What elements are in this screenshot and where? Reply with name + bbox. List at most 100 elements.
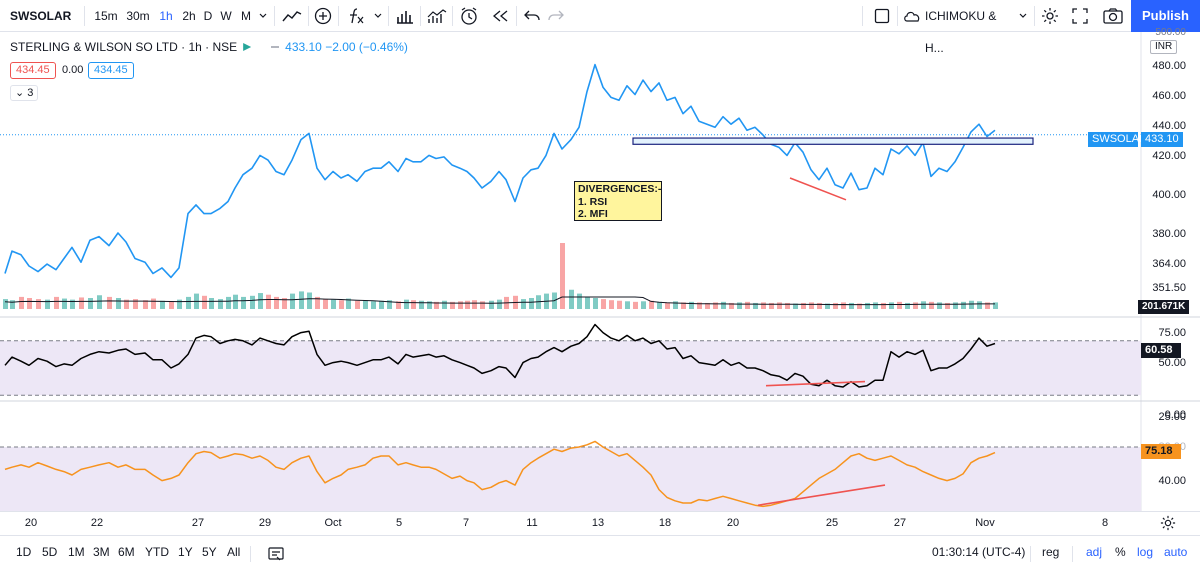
volume-bar — [673, 301, 678, 309]
volume-bar — [62, 298, 67, 309]
layout-name-button[interactable]: ICHIMOKU & H... — [925, 9, 997, 55]
sell-price-button[interactable]: 434.45 — [10, 62, 56, 79]
publish-button[interactable]: Publish — [1131, 0, 1200, 32]
chart-grid — [0, 32, 1200, 511]
chart-canvas[interactable] — [0, 32, 1200, 511]
auto-toggle[interactable]: auto — [1164, 545, 1188, 559]
snapshot-camera-icon[interactable] — [1100, 0, 1126, 32]
log-toggle[interactable]: log — [1137, 545, 1154, 559]
volume-bar — [993, 302, 998, 309]
toolbar-divider — [1072, 546, 1073, 562]
rsi-line — [4, 323, 996, 388]
volume-bar — [609, 300, 614, 309]
layout-dropdown-chevron-icon[interactable] — [1016, 0, 1030, 32]
volume-bar — [363, 300, 368, 309]
financials-bar-icon[interactable] — [392, 0, 418, 32]
time-tick: 13 — [591, 517, 605, 529]
bottom-toolbar: 1D 5D 1M 3M 6M YTD 1Y 5Y All 01:30:14 (U… — [0, 535, 1200, 570]
volume-bar — [258, 293, 263, 309]
interval-30m-button[interactable]: 30m — [126, 9, 150, 23]
interval-15m-button[interactable]: 15m — [94, 9, 118, 23]
price-tick: 500.00 — [1155, 27, 1186, 38]
time-axis[interactable]: 20 22 27 29 Oct 5 7 11 13 18 20 25 27 Nov 8 — [0, 511, 1200, 535]
toolbar-divider — [862, 6, 863, 26]
axis-settings-gear-icon[interactable] — [1160, 515, 1178, 531]
volume-bar — [411, 300, 416, 309]
templates-chart-icon[interactable] — [424, 0, 450, 32]
symbol-title: STERLING & WILSON SO LTD · 1h · NSE — [10, 40, 238, 54]
timezone-clock[interactable]: 01:30:14 (UTC-4) — [932, 545, 1026, 559]
volume-bar — [241, 296, 246, 309]
fullscreen-icon[interactable] — [1068, 0, 1092, 32]
volume-bar — [809, 302, 814, 309]
volume-bar — [226, 296, 231, 309]
time-tick: 25 — [825, 517, 839, 529]
volume-bar — [458, 301, 463, 309]
mfi-value-tag: 75.18 — [1141, 444, 1181, 459]
mfi-line — [4, 440, 996, 508]
volume-bar — [450, 301, 455, 309]
redo-icon[interactable] — [545, 0, 567, 32]
range-5y-button[interactable]: 5Y — [202, 545, 217, 559]
indicators-collapse-button[interactable]: ⌄ 3 — [10, 85, 39, 101]
symbol-search-button[interactable]: SWSOLAR — [10, 9, 72, 23]
range-1y-button[interactable]: 1Y — [178, 545, 193, 559]
volume-bar — [19, 296, 24, 309]
range-3m-button[interactable]: 3M — [93, 545, 110, 559]
indicators-fx-icon[interactable] — [344, 0, 368, 32]
compare-add-icon[interactable] — [311, 0, 335, 32]
interval-week-button[interactable]: W — [220, 9, 232, 23]
volume-bar — [331, 299, 336, 309]
volume-bar — [905, 302, 910, 309]
range-all-button[interactable]: All — [227, 545, 241, 559]
mfi-divergence-trendline — [757, 484, 886, 507]
volume-bar — [177, 299, 182, 309]
volume-bar — [151, 298, 156, 309]
percent-toggle[interactable]: % — [1115, 545, 1126, 559]
settings-gear-icon[interactable] — [1038, 0, 1062, 32]
volume-bar — [290, 293, 295, 309]
cloud-save-icon[interactable] — [902, 0, 922, 32]
currency-unit-dropdown[interactable]: INR — [1150, 40, 1178, 54]
time-tick: 27 — [191, 517, 205, 529]
range-5d-button[interactable]: 5D — [42, 545, 58, 559]
select-layout-square-icon[interactable] — [871, 0, 893, 32]
price-tick: 440.00 — [1152, 120, 1186, 132]
interval-month-button[interactable]: M — [241, 9, 251, 23]
adjust-toggle[interactable]: adj — [1086, 545, 1103, 559]
interval-day-button[interactable]: D — [203, 9, 213, 23]
alert-clock-icon[interactable] — [456, 0, 482, 32]
volume-bar — [681, 302, 686, 309]
volume-bar — [497, 299, 502, 309]
volume-bar — [745, 301, 750, 309]
volume-bar — [777, 302, 782, 309]
time-tick: Oct — [324, 517, 342, 529]
volume-bar — [825, 303, 830, 309]
volume-bar — [355, 300, 360, 309]
goto-date-icon[interactable] — [268, 546, 284, 562]
interval-2h-button[interactable]: 2h — [182, 9, 196, 23]
price-tick: 351.50 — [1152, 282, 1186, 294]
range-1d-button[interactable]: 1D — [16, 545, 32, 559]
volume-bar — [27, 298, 32, 309]
volume-bar — [897, 301, 902, 309]
replay-rewind-icon[interactable] — [488, 0, 514, 32]
range-1m-button[interactable]: 1M — [68, 545, 85, 559]
time-tick: 5 — [395, 517, 403, 529]
toolbar-divider — [250, 546, 251, 562]
market-status-icon — [243, 43, 252, 51]
interval-1h-button[interactable]: 1h — [159, 9, 173, 23]
volume-bar — [753, 302, 758, 309]
session-button[interactable]: reg — [1042, 545, 1060, 559]
divergence-note[interactable]: DIVERGENCES:- 1. RSI 2. MFI — [574, 181, 662, 221]
volume-bar — [79, 297, 84, 309]
range-6m-button[interactable]: 6M — [118, 545, 135, 559]
buy-price-button[interactable]: 434.45 — [88, 62, 134, 79]
volume-bar — [881, 302, 886, 309]
undo-icon[interactable] — [521, 0, 543, 32]
chart-style-line-icon[interactable] — [279, 0, 305, 32]
volume-bar — [3, 299, 8, 309]
interval-dropdown-chevron-icon[interactable] — [256, 0, 270, 32]
indicators-dropdown-chevron-icon[interactable] — [372, 0, 384, 32]
range-ytd-button[interactable]: YTD — [145, 545, 169, 559]
